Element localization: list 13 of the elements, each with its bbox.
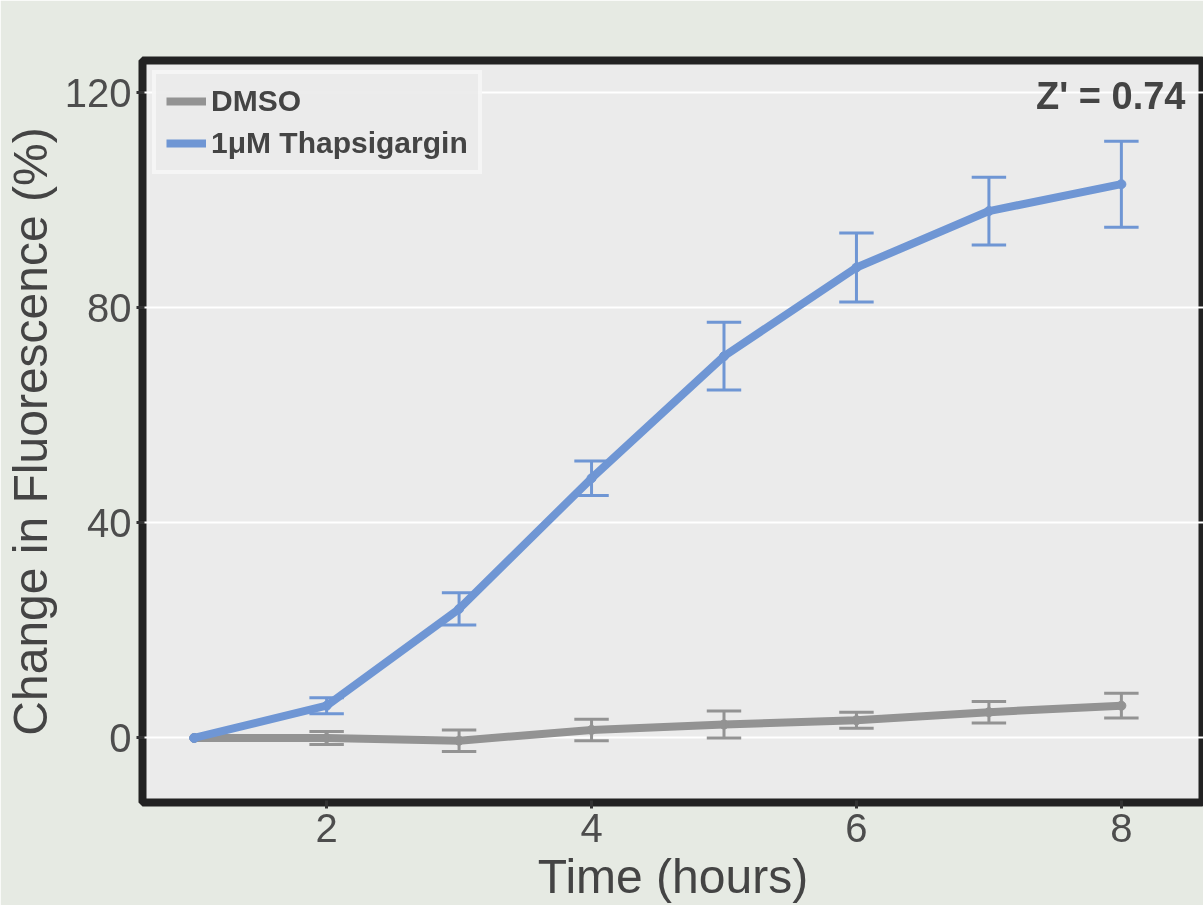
y-tick-label: 0 — [109, 715, 132, 760]
x-tick-label: 2 — [315, 805, 338, 850]
y-tick-label: 40 — [87, 500, 132, 545]
y-tick-label: 80 — [87, 285, 132, 330]
y-axis-title: Change in Fluorescence (%) — [3, 127, 57, 736]
x-tick-label: 6 — [845, 805, 868, 850]
y-tick-label: 120 — [64, 70, 132, 115]
x-tick-label: 4 — [580, 805, 603, 850]
x-axis-title: Time (hours) — [537, 849, 809, 903]
legend-label: DMSO — [211, 84, 301, 118]
annotation: Z' = 0.74 — [1035, 74, 1186, 117]
x-tick-label: 8 — [1110, 805, 1133, 850]
legend-label: 1μM Thapsigargin — [211, 126, 468, 160]
